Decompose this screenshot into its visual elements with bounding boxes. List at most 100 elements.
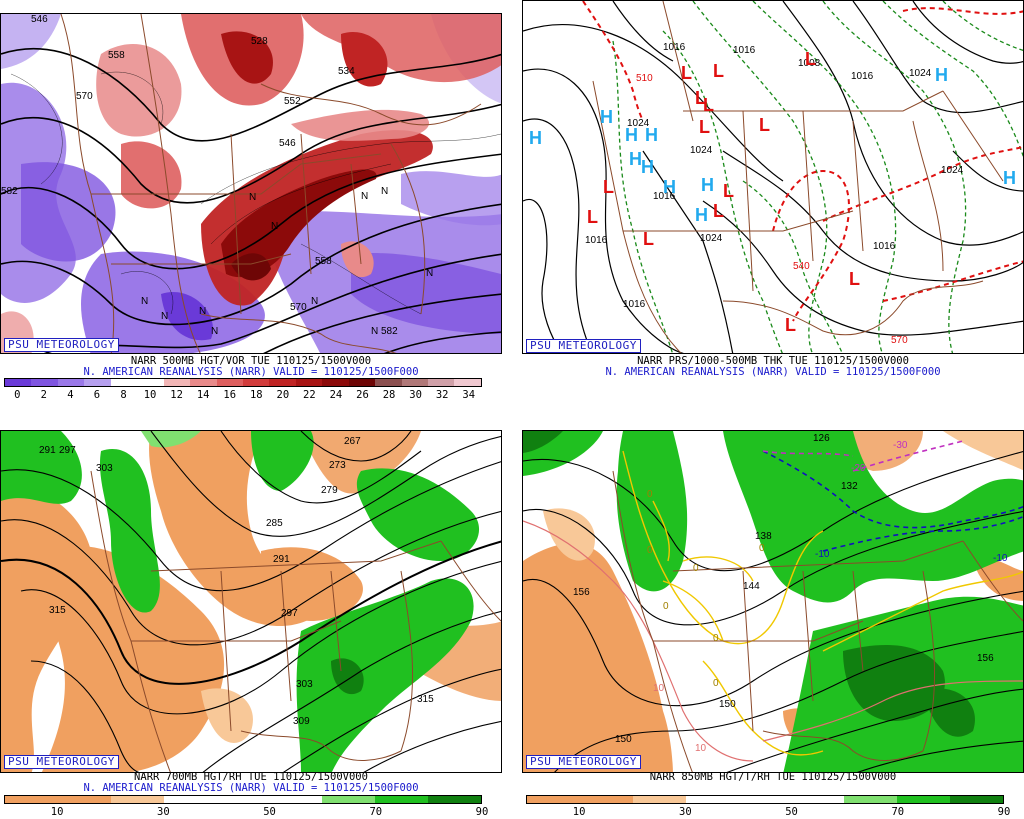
vor-symbol: N: [141, 296, 148, 307]
colorbar-tick-label: 30: [157, 806, 170, 818]
colorbar-swatch: [632, 796, 686, 803]
thickness-label: 540: [793, 261, 810, 272]
map-500mb-vorticity: 546 558 570 582 528 534 552 570 582 546 …: [0, 13, 502, 354]
hgt-contour-label: 156: [977, 653, 994, 664]
hgt-contour-label: 297: [281, 608, 298, 619]
isobar-label: 1024: [627, 118, 650, 129]
thickness-label: 510: [636, 73, 653, 84]
temp-label: 0: [713, 678, 719, 689]
isobar-label: 1024: [941, 165, 964, 176]
isobar-label: 1024: [700, 233, 723, 244]
psu-meteorology-label: PSU METEOROLOGY: [526, 755, 641, 769]
hgt-contour-label: 315: [49, 605, 66, 616]
low-pressure-symbol: L: [643, 229, 654, 249]
vor-contour-label: 582: [1, 186, 18, 197]
rh850-map-graphic: 126 132 138 144 150 156 150 156 -30 -20 …: [523, 431, 1023, 772]
panel-title: NARR 700MB HGT/RH TUE 110125/1500V000: [134, 771, 368, 783]
hgt-contour-label: 267: [344, 436, 361, 447]
hgt-contour-label: 309: [293, 716, 310, 727]
low-pressure-symbol: L: [603, 177, 614, 197]
low-pressure-symbol: L: [805, 49, 816, 69]
map-700mb-rh: 291 297 303 267 273 279 285 291 297 303 …: [0, 430, 502, 773]
psu-meteorology-label: PSU METEOROLOGY: [4, 755, 119, 769]
colorbar-tick-label: 22: [303, 389, 316, 401]
colorbar-tick-label: 16: [223, 389, 237, 401]
map-850mb-rh: 126 132 138 144 150 156 150 156 -30 -20 …: [522, 430, 1024, 773]
low-pressure-symbol: L: [759, 115, 770, 135]
colorbar-tick-label: 34: [462, 389, 476, 401]
vor-symbol: N: [211, 326, 218, 337]
vor-symbol: N: [371, 326, 378, 337]
colorbar-tick-label: 12: [170, 389, 183, 401]
map-thickness: 1016 1016 1008 1016 1024 1024 1024 1024 …: [522, 0, 1024, 354]
colorbar-swatch: [791, 796, 845, 803]
colorbar-tick-label: 6: [93, 389, 101, 401]
colorbar-tick-label: 30: [679, 806, 692, 818]
hgt-contour-label: 126: [813, 433, 830, 444]
colorbar-swatch: [322, 379, 349, 386]
colorbar-tick-label: 90: [475, 806, 489, 818]
panel-subtitle: N. AMERICAN REANALYSIS (NARR) VALID = 11…: [83, 366, 419, 378]
vor-contour-label: 552: [284, 96, 301, 107]
isobar-label: 1016: [663, 42, 686, 53]
colorbar-swatch: [401, 379, 428, 386]
colorbar-swatch: [454, 379, 481, 386]
colorbar-tick-label: 26: [356, 389, 369, 401]
isobar-label: 1016: [733, 45, 756, 56]
colorbar-ticks: 10 30 50 70 90: [4, 806, 489, 818]
panel-700mb-rh: 291 297 303 267 273 279 285 291 297 303 …: [0, 430, 502, 819]
colorbar-tick-label: 14: [196, 389, 210, 401]
high-pressure-symbol: H: [1003, 168, 1016, 188]
panel-title: NARR PRS/1000-500MB THK TUE 110125/1500V…: [637, 355, 909, 367]
colorbar-swatch: [216, 379, 243, 386]
colorbar-swatch: [110, 796, 164, 803]
low-pressure-symbol: L: [713, 61, 724, 81]
colorbar-tick-label: 90: [997, 806, 1011, 818]
low-pressure-symbol: L: [699, 117, 710, 137]
low-pressure-symbol: L: [723, 181, 734, 201]
high-pressure-symbol: H: [645, 125, 658, 145]
vor-contour-label: 582: [381, 326, 398, 337]
colorbar: [526, 795, 1004, 804]
hgt-contour-label: 297: [59, 445, 76, 456]
colorbar-swatch: [348, 379, 376, 386]
colorbar-tick-label: 50: [263, 806, 276, 818]
colorbar-swatch: [685, 796, 739, 803]
high-pressure-symbol: H: [625, 125, 638, 145]
colorbar-tick-label: 8: [120, 389, 127, 401]
colorbar-swatch: [216, 796, 270, 803]
hgt-contour-label: 303: [96, 463, 113, 474]
vor-symbol: N: [249, 192, 256, 203]
colorbar-swatch: [269, 379, 296, 386]
low-pressure-symbol: L: [587, 207, 598, 227]
low-pressure-symbol: L: [695, 88, 706, 108]
colorbar-swatch: [428, 796, 482, 803]
vor-symbol: N: [361, 191, 368, 202]
colorbar-swatch: [163, 379, 191, 386]
temp-label: 0: [647, 545, 653, 556]
temp-label: 10: [653, 683, 665, 694]
vorticity-map-graphic: 546 558 570 582 528 534 552 570 582 546 …: [1, 14, 501, 353]
colorbar-swatch: [57, 379, 85, 386]
colorbar: [4, 378, 482, 387]
temp-label: 0: [663, 601, 669, 612]
colorbar-swatch: [5, 796, 58, 803]
temp-label: 0: [693, 563, 699, 574]
vor-contour-label: 546: [31, 14, 48, 25]
vor-contour-label: 558: [315, 256, 332, 267]
colorbar-tick-label: 10: [572, 806, 586, 818]
vor-symbol: N: [311, 296, 318, 307]
colorbar-tick-label: 18: [249, 389, 263, 401]
colorbar-tick-label: 32: [435, 389, 449, 401]
colorbar-swatch: [579, 796, 633, 803]
isobar-label: 1024: [690, 145, 713, 156]
panel-thickness: 1016 1016 1008 1016 1024 1024 1024 1024 …: [522, 0, 1024, 403]
hgt-contour-label: 315: [417, 694, 434, 705]
colorbar-swatch: [950, 796, 1004, 803]
colorbar-swatch: [375, 796, 429, 803]
colorbar-swatch: [137, 379, 164, 386]
colorbar-tick-label: 70: [891, 806, 905, 818]
colorbar-tick-label: 10: [50, 806, 64, 818]
temp-label: 0: [759, 543, 765, 554]
vor-contour-label: 570: [76, 91, 93, 102]
